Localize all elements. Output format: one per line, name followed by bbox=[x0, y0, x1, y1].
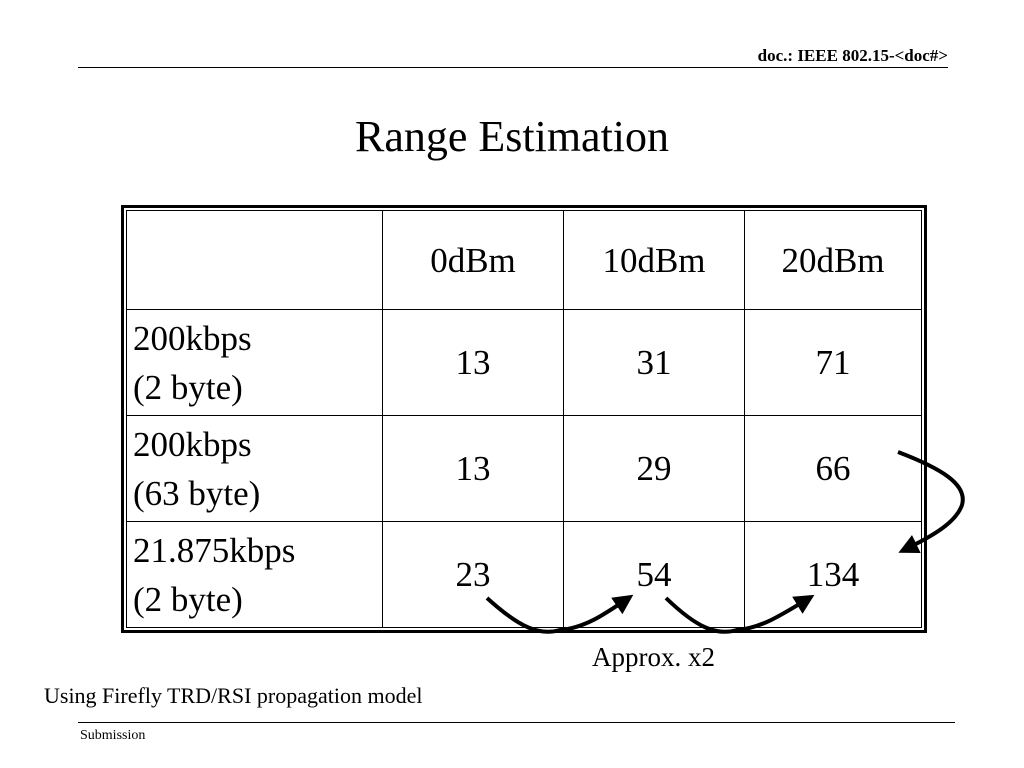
row-label-size: (2 byte) bbox=[133, 367, 243, 407]
column-header: 0dBm bbox=[382, 210, 564, 310]
range-table-frame: 0dBm 10dBm 20dBm 200kbps (2 byte) 13 31 … bbox=[121, 205, 927, 633]
row-label: 21.875kbps (2 byte) bbox=[126, 521, 383, 628]
table-cell: 29 bbox=[563, 415, 745, 522]
column-header: 20dBm bbox=[744, 210, 922, 310]
table-corner-cell bbox=[126, 210, 383, 310]
table-cell: 134 bbox=[744, 521, 922, 628]
table-cell: 54 bbox=[563, 521, 745, 628]
annotation-label: Approx. x2 bbox=[592, 642, 715, 672]
range-table: 0dBm 10dBm 20dBm 200kbps (2 byte) 13 31 … bbox=[126, 210, 922, 628]
row-label: 200kbps (63 byte) bbox=[126, 415, 383, 522]
table-row: 200kbps (2 byte) 13 31 71 bbox=[126, 309, 922, 416]
table-cell: 31 bbox=[563, 309, 745, 416]
table-cell: 13 bbox=[382, 309, 564, 416]
table-cell: 71 bbox=[744, 309, 922, 416]
row-label-rate: 21.875kbps bbox=[133, 530, 296, 570]
doc-header: doc.: IEEE 802.15-<doc#> bbox=[757, 46, 948, 65]
row-label-rate: 200kbps bbox=[133, 424, 252, 464]
table-cell: 13 bbox=[382, 415, 564, 522]
row-label-rate: 200kbps bbox=[133, 318, 252, 358]
table-cell: 66 bbox=[744, 415, 922, 522]
header-rule bbox=[78, 67, 948, 68]
model-caption: Using Firefly TRD/RSI propagation model bbox=[44, 683, 423, 708]
row-label-size: (2 byte) bbox=[133, 579, 243, 619]
table-row: 21.875kbps (2 byte) 23 54 134 bbox=[126, 521, 922, 628]
table-header-row: 0dBm 10dBm 20dBm bbox=[126, 210, 922, 310]
column-header: 10dBm bbox=[563, 210, 745, 310]
table-cell: 23 bbox=[382, 521, 564, 628]
table-row: 200kbps (63 byte) 13 29 66 bbox=[126, 415, 922, 522]
slide-title: Range Estimation bbox=[354, 112, 670, 161]
row-label-size: (63 byte) bbox=[133, 473, 261, 513]
footer-label: Submission bbox=[80, 728, 146, 743]
row-label: 200kbps (2 byte) bbox=[126, 309, 383, 416]
footer-rule bbox=[78, 722, 955, 723]
